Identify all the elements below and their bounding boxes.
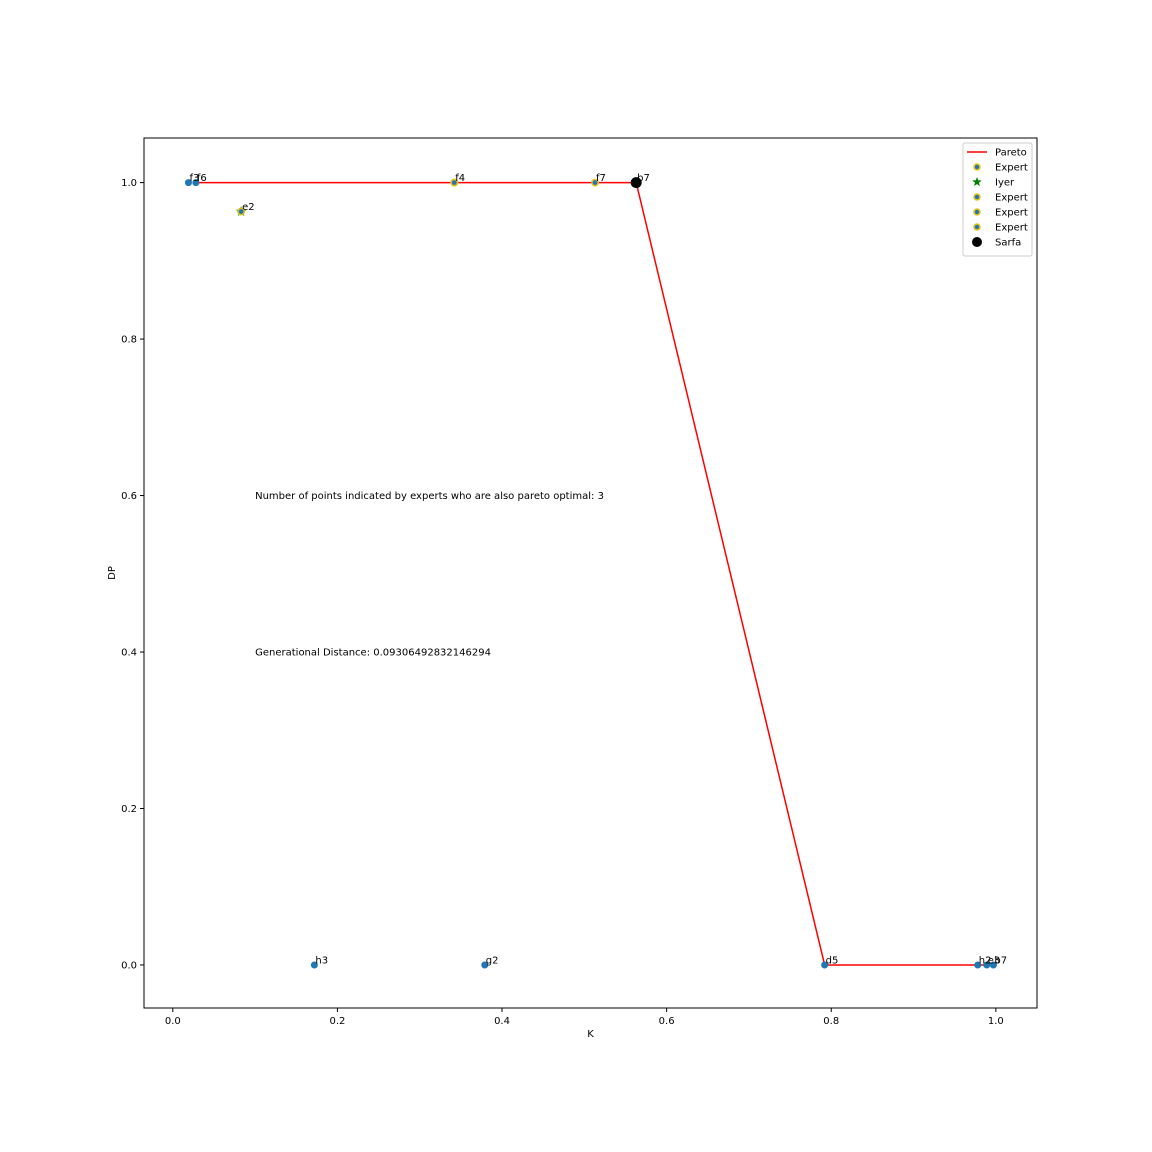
expert-marker <box>450 178 459 187</box>
legend-label: Expert <box>995 193 1028 204</box>
x-tick-label: 0.4 <box>494 1016 510 1027</box>
annotation-text: Number of points indicated by experts wh… <box>255 491 604 502</box>
point-label: e2 <box>242 202 255 213</box>
data-point <box>974 961 982 969</box>
point-label: e3 <box>988 955 1001 966</box>
point-label: b7 <box>637 173 650 184</box>
point-label: h3 <box>315 955 328 966</box>
x-tick-label: 0.6 <box>659 1016 675 1027</box>
y-tick-label: 0.8 <box>121 335 137 346</box>
x-tick-label: 0.0 <box>165 1016 181 1027</box>
legend-expert-swatch <box>973 193 981 201</box>
data-point <box>184 179 192 187</box>
y-tick-label: 0.4 <box>121 648 137 659</box>
sarfa-marker <box>630 177 642 189</box>
y-axis-label: DP <box>107 566 118 580</box>
annotation-text: Generational Distance: 0.093064928321462… <box>255 648 491 659</box>
plot-frame <box>143 137 1038 1009</box>
data-point <box>989 961 997 969</box>
data-point <box>481 961 489 969</box>
point-label: f4 <box>455 173 465 184</box>
x-tick-label: 0.8 <box>823 1016 839 1027</box>
data-point <box>821 961 829 969</box>
legend-star-swatch <box>972 177 982 187</box>
point-label: f3 <box>189 173 199 184</box>
legend-expert-swatch <box>973 208 981 216</box>
expert-marker <box>591 178 600 187</box>
legend-label: Pareto <box>995 148 1027 159</box>
legend-label: Expert <box>995 163 1028 174</box>
y-tick-label: 0.2 <box>121 804 137 815</box>
data-point <box>310 961 318 969</box>
x-axis-label: K <box>587 1029 594 1040</box>
legend-label: Iyer <box>995 178 1015 189</box>
point-label: h2 <box>979 955 992 966</box>
y-tick-label: 1.0 <box>121 178 137 189</box>
point-label: g2 <box>486 955 499 966</box>
x-tick-label: 0.2 <box>329 1016 345 1027</box>
legend-label: Sarfa <box>995 238 1021 249</box>
legend-label: Expert <box>995 223 1028 234</box>
legend-expert-swatch <box>973 163 981 171</box>
data-point <box>192 179 200 187</box>
legend-label: Expert <box>995 208 1028 219</box>
legend-circle-swatch <box>972 237 982 247</box>
x-tick-label: 1.0 <box>988 1016 1004 1027</box>
y-tick-label: 0.0 <box>121 960 137 971</box>
point-label: f6 <box>197 173 207 184</box>
data-point <box>983 961 991 969</box>
legend: Pareto Expert Iyer Expert Expert Expert Sarfa <box>962 142 1033 257</box>
y-tick-label: 0.6 <box>121 491 137 502</box>
point-label: b7 <box>994 955 1007 966</box>
expert-marker <box>237 207 246 216</box>
point-label: f7 <box>596 173 606 184</box>
legend-expert-swatch <box>973 223 981 231</box>
point-label: d5 <box>826 955 839 966</box>
